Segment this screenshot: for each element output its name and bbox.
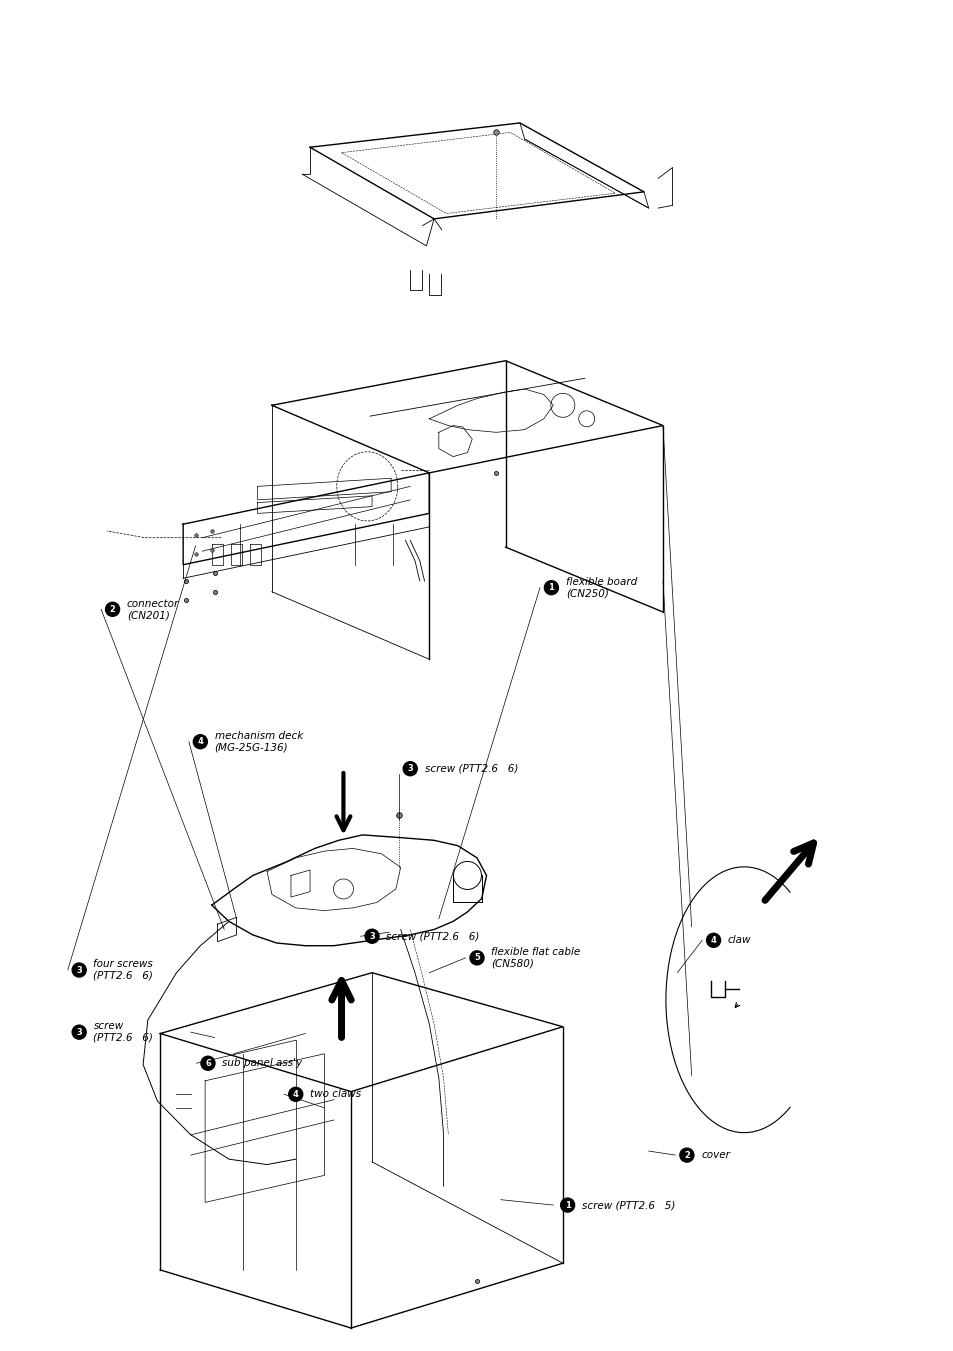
Text: 1: 1 bbox=[564, 1201, 570, 1209]
Text: 3: 3 bbox=[407, 765, 413, 773]
Text: screw (PTT2.6   5): screw (PTT2.6 5) bbox=[581, 1200, 675, 1210]
Circle shape bbox=[470, 951, 483, 965]
Text: 1: 1 bbox=[548, 584, 554, 592]
Text: 4: 4 bbox=[197, 738, 203, 746]
Circle shape bbox=[289, 1088, 302, 1101]
Text: flexible board
(CN250): flexible board (CN250) bbox=[565, 577, 637, 598]
Text: connector
(CN201): connector (CN201) bbox=[127, 598, 179, 620]
Text: 4: 4 bbox=[293, 1090, 298, 1098]
Text: 4: 4 bbox=[710, 936, 716, 944]
Text: claw: claw bbox=[727, 935, 751, 946]
Text: 3: 3 bbox=[76, 966, 82, 974]
Text: 2: 2 bbox=[683, 1151, 689, 1159]
Text: 5: 5 bbox=[474, 954, 479, 962]
Circle shape bbox=[560, 1198, 574, 1212]
Text: two claws: two claws bbox=[310, 1089, 361, 1100]
Text: 3: 3 bbox=[369, 932, 375, 940]
Circle shape bbox=[544, 581, 558, 594]
Circle shape bbox=[679, 1148, 693, 1162]
Text: mechanism deck
(MG-25G-136): mechanism deck (MG-25G-136) bbox=[214, 731, 303, 753]
Text: 3: 3 bbox=[76, 1028, 82, 1036]
Circle shape bbox=[201, 1056, 214, 1070]
Text: four screws
(PTT2.6   6): four screws (PTT2.6 6) bbox=[93, 959, 153, 981]
Circle shape bbox=[193, 735, 207, 748]
Circle shape bbox=[365, 929, 378, 943]
Circle shape bbox=[72, 1025, 86, 1039]
Circle shape bbox=[706, 934, 720, 947]
Text: screw (PTT2.6   6): screw (PTT2.6 6) bbox=[386, 931, 479, 942]
Text: 2: 2 bbox=[110, 605, 115, 613]
Text: cover: cover bbox=[700, 1150, 729, 1161]
Circle shape bbox=[403, 762, 416, 775]
Text: 6: 6 bbox=[205, 1059, 211, 1067]
Circle shape bbox=[106, 603, 119, 616]
Circle shape bbox=[72, 963, 86, 977]
Text: screw (PTT2.6   6): screw (PTT2.6 6) bbox=[424, 763, 517, 774]
Text: screw
(PTT2.6   6): screw (PTT2.6 6) bbox=[93, 1021, 153, 1043]
Text: flexible flat cable
(CN580): flexible flat cable (CN580) bbox=[491, 947, 580, 969]
Text: sub panel ass'y: sub panel ass'y bbox=[222, 1058, 302, 1069]
